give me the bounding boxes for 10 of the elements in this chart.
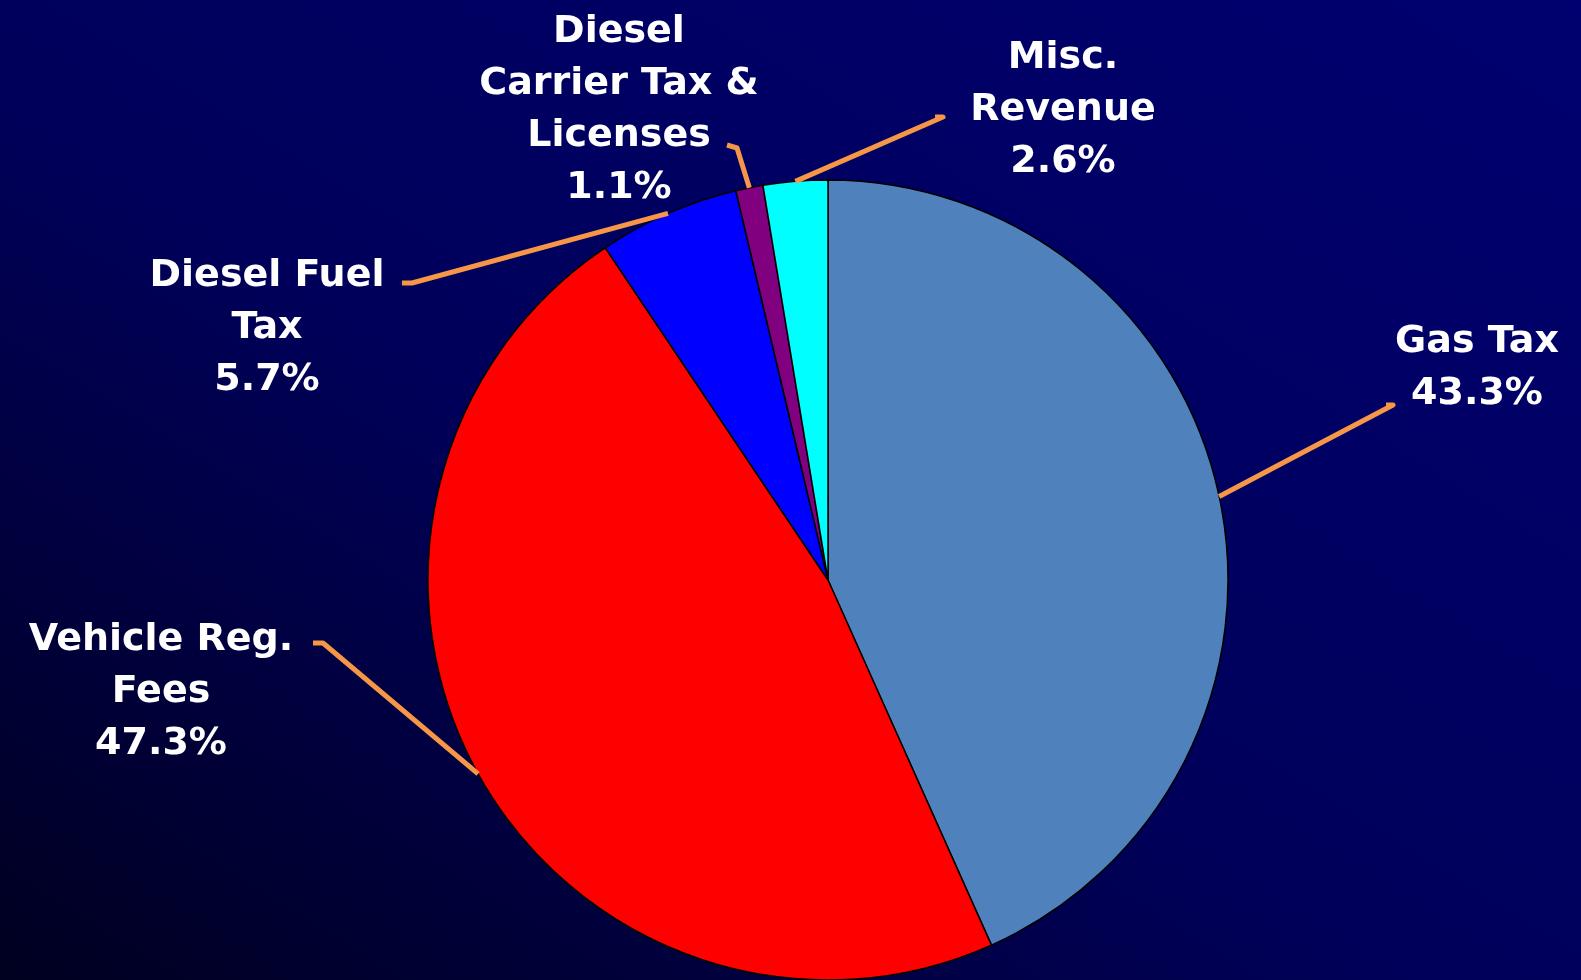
data-label: 43.3% bbox=[1411, 369, 1543, 413]
data-label: 5.7% bbox=[214, 355, 320, 399]
slice-label: Diesel Fuel Tax bbox=[149, 251, 385, 347]
slice-label: Gas Tax bbox=[1395, 317, 1559, 361]
slice-label: Misc. Revenue bbox=[970, 33, 1156, 129]
slice-label: Diesel Carrier Tax & Licenses bbox=[479, 7, 759, 155]
data-label: 47.3% bbox=[95, 719, 227, 763]
slice-label: Vehicle Reg. Fees bbox=[28, 615, 294, 711]
data-label: 2.6% bbox=[1010, 137, 1116, 181]
data-label: 1.1% bbox=[566, 163, 672, 207]
